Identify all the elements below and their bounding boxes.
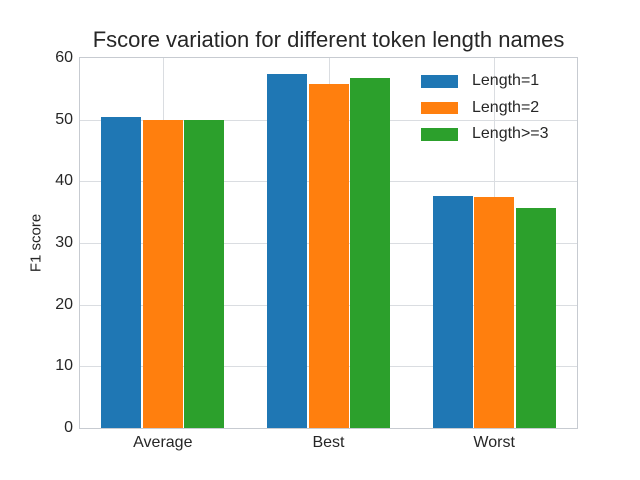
x-tick-label-worst: Worst xyxy=(473,434,515,451)
y-tick-label: 10 xyxy=(55,357,73,375)
legend-label: Length=1 xyxy=(472,72,540,90)
bar-best-length=1 xyxy=(267,74,307,428)
plot-area xyxy=(78,56,578,429)
legend-item: Length=2 xyxy=(421,95,549,122)
bar-worst-length>=3 xyxy=(515,208,556,428)
bar-average-length>=3 xyxy=(184,119,225,428)
legend-item: Length=1 xyxy=(421,68,549,95)
legend-item: Length>=3 xyxy=(421,121,549,148)
chart-title: Fscore variation for different token len… xyxy=(92,27,565,52)
x-tick-label-average: Average xyxy=(133,434,193,451)
y-tick-label: 0 xyxy=(64,419,73,436)
bar-worst-length=1 xyxy=(432,196,473,428)
x-tick-label-best: Best xyxy=(312,434,345,451)
legend-swatch-icon xyxy=(421,128,458,141)
y-tick-label: 20 xyxy=(55,295,73,313)
y-tick-label: 60 xyxy=(55,49,73,66)
bar-average-length=2 xyxy=(142,119,183,428)
bar-best-length=2 xyxy=(308,83,349,428)
legend-label: Length>=3 xyxy=(472,125,549,143)
legend-label: Length=2 xyxy=(472,98,540,116)
y-tick-label: 30 xyxy=(55,234,73,251)
legend-swatch-icon xyxy=(421,75,458,88)
bar-best-length>=3 xyxy=(350,77,390,428)
y-tick-label: 40 xyxy=(55,172,73,190)
legend: Length=1 Length=2 Length>=3 xyxy=(421,68,549,148)
bar-worst-length=2 xyxy=(474,197,515,428)
y-tick-label: 50 xyxy=(55,110,73,128)
legend-swatch-icon xyxy=(421,101,458,114)
bar-average-length=1 xyxy=(101,116,142,428)
